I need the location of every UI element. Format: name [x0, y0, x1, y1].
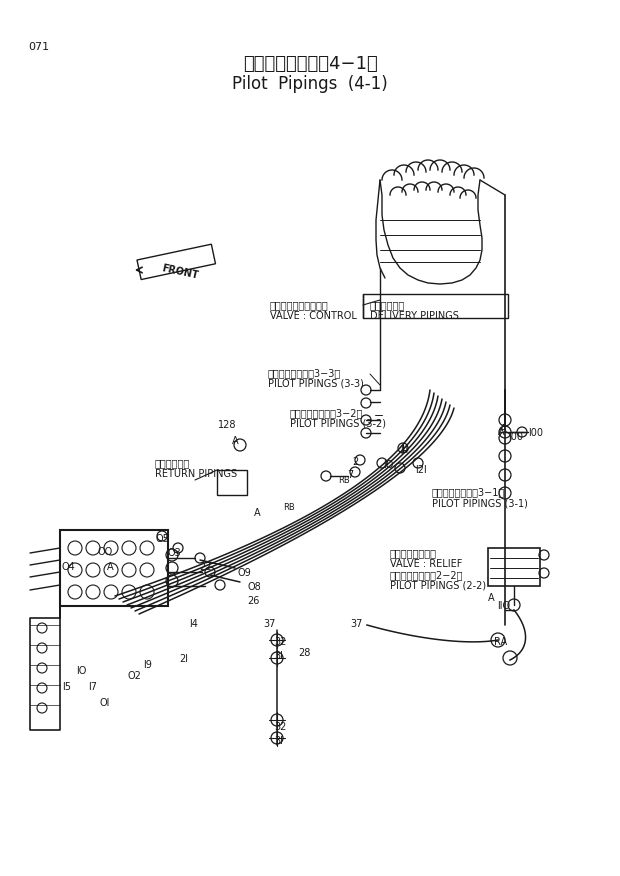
Text: VALVE : RELIEF: VALVE : RELIEF [390, 559, 463, 569]
Text: パイロット配管（4−1）: パイロット配管（4−1） [242, 55, 378, 73]
Text: A: A [498, 427, 505, 437]
Text: バルブ；リリーフ: バルブ；リリーフ [390, 548, 437, 558]
Bar [488, 548, 540, 586]
Text: RA: RA [494, 637, 507, 647]
Text: RETURN PIPINGS: RETURN PIPINGS [155, 469, 237, 479]
Text: DELIVERY PIPINGS: DELIVERY PIPINGS [370, 311, 459, 321]
Text: l2l: l2l [415, 465, 427, 475]
Text: l5: l5 [62, 682, 71, 692]
Text: 32: 32 [274, 637, 286, 647]
Text: O8: O8 [247, 582, 261, 592]
Text: バルブ；コントロール: バルブ；コントロール [270, 300, 329, 310]
Text: 32: 32 [274, 722, 286, 732]
Text: 37: 37 [350, 619, 362, 629]
Text: 28: 28 [298, 648, 311, 658]
Text: PILOT PIPINGS (2-2): PILOT PIPINGS (2-2) [390, 581, 486, 591]
Text: O4: O4 [62, 562, 76, 572]
Text: 071: 071 [28, 42, 49, 52]
Text: l00: l00 [508, 432, 523, 442]
Text: O9: O9 [238, 568, 252, 578]
Text: O5: O5 [155, 534, 169, 544]
Text: Pilot  Pipings  (4-1): Pilot Pipings (4-1) [232, 75, 388, 93]
Text: 3l: 3l [274, 736, 283, 746]
Text: l4: l4 [189, 619, 198, 629]
Text: A: A [500, 424, 507, 434]
Text: lO: lO [76, 666, 86, 676]
Text: 22: 22 [199, 562, 211, 572]
Text: A: A [488, 593, 495, 603]
Text: 2: 2 [352, 457, 358, 467]
Text: O3: O3 [168, 548, 182, 558]
Bar [363, 294, 508, 318]
Text: l7: l7 [88, 682, 97, 692]
Text: VALVE : CONTROL: VALVE : CONTROL [270, 311, 357, 321]
Text: OO: OO [98, 547, 113, 557]
Text: バイロット配管（3−1）: バイロット配管（3−1） [432, 487, 505, 497]
Bar [217, 470, 247, 495]
Bar [137, 244, 216, 279]
Text: 7: 7 [347, 470, 353, 480]
Text: 3l: 3l [274, 651, 283, 661]
Text: RB: RB [283, 503, 294, 512]
Text: A: A [254, 508, 260, 518]
Text: 37: 37 [263, 619, 275, 629]
Text: デリベリ配管: デリベリ配管 [370, 300, 405, 310]
Bar [60, 530, 168, 606]
Text: Ol: Ol [100, 698, 110, 708]
Text: 26: 26 [247, 596, 259, 606]
Text: リターン配管: リターン配管 [155, 458, 190, 468]
Text: llO: llO [497, 601, 510, 611]
Text: A: A [107, 562, 113, 572]
Text: RB: RB [338, 476, 350, 485]
Text: PILOT PIPINGS (3-3): PILOT PIPINGS (3-3) [268, 379, 364, 389]
Text: PILOT PIPINGS (3-2): PILOT PIPINGS (3-2) [290, 419, 386, 429]
Text: l4: l4 [400, 445, 409, 455]
Text: 2l: 2l [179, 654, 188, 664]
Text: バイロット配管（3−2）: バイロット配管（3−2） [290, 408, 363, 418]
Text: FRONT: FRONT [161, 263, 199, 281]
Text: lO: lO [383, 460, 393, 470]
Text: バイロット配管（3−3）: バイロット配管（3−3） [268, 368, 341, 378]
Text: PILOT PIPINGS (3-1): PILOT PIPINGS (3-1) [432, 498, 528, 508]
Text: O2: O2 [128, 671, 142, 681]
Text: バイロット配管（2−2）: バイロット配管（2−2） [390, 570, 464, 580]
Text: 128: 128 [218, 420, 236, 430]
Text: l00: l00 [528, 428, 543, 438]
Text: l9: l9 [143, 660, 152, 670]
Text: A: A [232, 436, 239, 446]
